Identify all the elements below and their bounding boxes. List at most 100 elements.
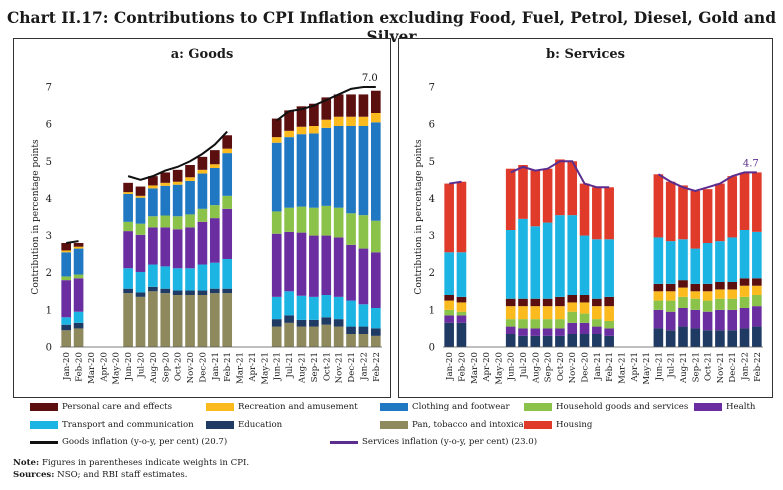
bar-segment-health [678,308,688,327]
bar-segment-health [222,208,233,259]
legend-swatch [524,421,552,429]
bar-segment-transport [148,264,158,287]
bar-segment-household [604,321,614,329]
bar-segment-health [690,309,701,329]
x-tick-label: Apr-20 [99,352,109,383]
bar-segment-health [209,218,220,263]
x-tick-label: Jan-20 [445,352,455,381]
bar-segment-household [185,214,195,228]
bar-segment-household [530,319,541,329]
legend-label: Transport and communication [62,420,194,430]
bar-segment-personal_care [542,298,553,307]
bar-segment-personal_care [321,97,332,120]
bar-segment-health [555,328,565,336]
bar-segment-clothing [172,184,183,217]
x-tick-label: Oct-21 [322,352,332,381]
bar-segment-clothing [358,126,369,216]
bar-segment-household [567,311,578,323]
bar-segment-personal_care [604,296,614,307]
y-tick-label: 2 [429,268,435,279]
bar-segment-recreation [456,302,467,312]
bar-segment-clothing [61,252,72,277]
bar-segment-transport [61,317,72,325]
services-panel-title: b: Services [546,47,625,62]
bar-segment-clothing [271,142,282,212]
legend-education: Education [206,420,282,430]
legend-health: Health [694,402,755,412]
bar-segment-transport [678,239,688,281]
legend-line-swatch [330,440,358,444]
bar-segment-education [604,335,614,347]
y-tick-label: 5 [46,157,52,168]
bar-segment-transport [370,308,381,329]
sources-label: Sources: [13,470,55,480]
legend-label: Education [238,420,283,430]
bar-segment-health [592,326,602,334]
bar-segment-recreation [61,250,72,253]
bar-segment-transport [665,241,676,284]
bar-segment-household [665,300,676,312]
legend-swatch [206,421,234,429]
y-tick-label: 7 [429,83,435,94]
bar-segment-recreation [715,289,725,299]
bar-segment-transport [135,271,146,293]
bar-segment-recreation [739,285,750,297]
bar-segment-housing [555,159,565,216]
bar-segment-household [456,311,467,316]
bar-segment-household [296,206,307,233]
bar-segment-education [739,328,750,347]
bar-segment-personal_care [690,283,701,292]
x-tick-label: Aug-20 [531,352,541,384]
bar-segment-transport [567,215,578,295]
bar-segment-clothing [296,134,307,207]
bar-segment-household [61,276,72,281]
bar-segment-clothing [135,197,146,224]
bar-segment-transport [73,311,84,323]
bar-segment-health [567,322,578,334]
bar-segment-health [185,227,195,269]
bar-segment-clothing [370,122,381,221]
bar-segment-pan [346,334,356,347]
bar-segment-personal_care [579,295,590,303]
inflation-line [127,130,228,181]
bar-segment-health [73,278,84,312]
x-tick-label: Feb-22 [372,352,382,382]
x-tick-label: Jul-21 [285,352,295,379]
x-tick-label: Apr-20 [482,352,492,383]
legend-label: Housing [556,420,593,430]
x-tick-label: Aug-21 [679,352,689,384]
bar-segment-personal_care [678,280,688,288]
bar-segment-transport [752,231,762,279]
legend-label: Pan, tobacco and intoxicants [412,420,538,430]
bar-segment-pan [296,326,307,347]
bar-segment-personal_care [702,283,713,292]
bar-segment-household [702,300,713,312]
bar-segment-personal_care [444,295,454,301]
bar-segment-transport [702,243,713,284]
legend-services-line: Services inflation (y-o-y, per cent) (23… [330,437,537,447]
bar-segment-personal_care [567,295,578,303]
bar-segment-health [346,244,356,301]
legend-household: Household goods and services [524,402,688,412]
bar-segment-health [702,311,713,331]
bar-segment-personal_care [739,278,750,286]
bar-segment-health [518,328,528,336]
goods-panel: a: Goods 0 1 2 3 4 5 6 7 Contribution in percent… [13,38,391,398]
y-tick-label: 3 [429,231,435,242]
legend-swatch [380,421,408,429]
bar-segment-recreation [542,306,553,320]
x-tick-label: Dec-21 [347,352,357,383]
bar-segment-personal_care [309,103,319,126]
bar-segment-clothing [333,126,344,208]
bar-segment-housing [678,185,688,240]
bar-segment-recreation [592,306,602,320]
bar-segment-education [135,292,146,297]
bar-segment-housing [752,172,762,232]
bar-segment-personal_care [715,282,725,290]
x-tick-label: Mar-21 [236,352,246,384]
x-tick-label: Mar-20 [470,352,480,384]
bar-segment-education [284,315,294,323]
bar-segment-education [555,335,565,347]
bar-segment-clothing [73,248,84,275]
bar-segment-education [530,335,541,347]
